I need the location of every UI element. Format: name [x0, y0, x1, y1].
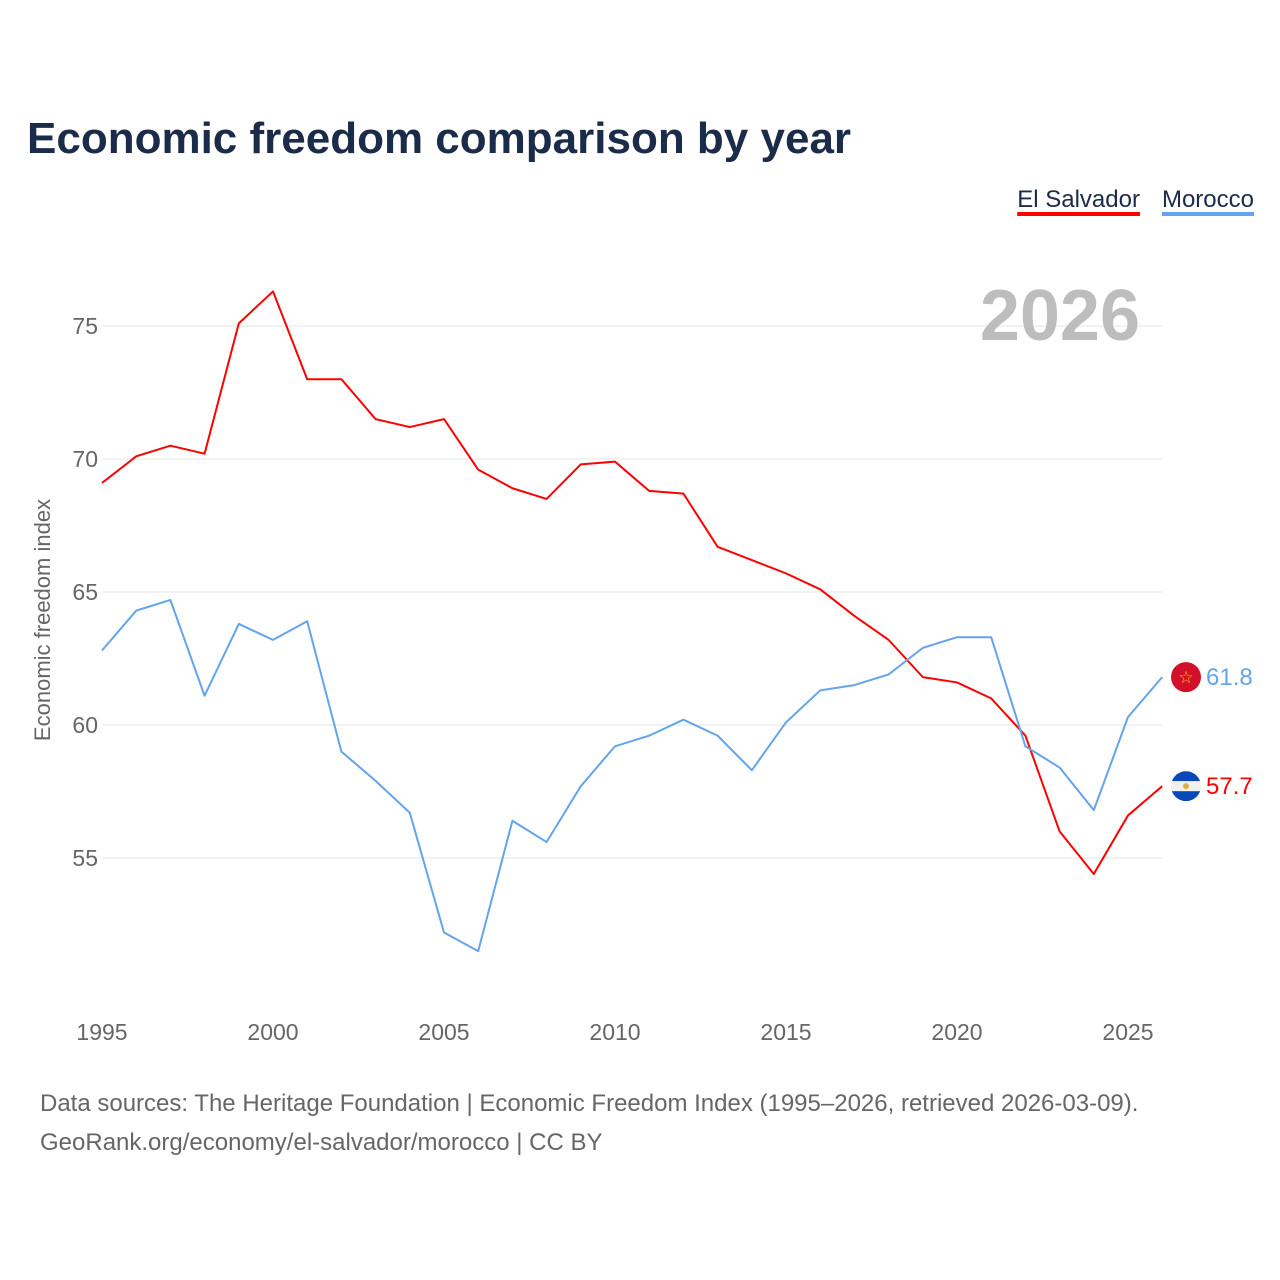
y-tick-label: 75	[72, 313, 98, 339]
chart-title: Economic freedom comparison by year	[27, 114, 851, 163]
y-tick-label: 65	[72, 579, 98, 605]
svg-text:☆: ☆	[1178, 668, 1193, 688]
el-salvador-flag-icon	[1171, 771, 1201, 802]
source-line-1: Data sources: The Heritage Foundation | …	[40, 1090, 1138, 1117]
x-tick-label: 2025	[1102, 1019, 1153, 1045]
x-tick-label: 2010	[589, 1019, 640, 1045]
legend-swatch	[1017, 212, 1140, 216]
legend-swatch	[1161, 212, 1254, 216]
x-tick-label: 2005	[418, 1019, 469, 1045]
grid: 55 60 65 70 75 1995 2000 2005 2010 2015 2020 2025	[72, 313, 1162, 1045]
legend-item-morocco[interactable]: Morocco	[1162, 186, 1254, 213]
series-line-el-salvador	[101, 290, 1163, 875]
x-tick-label: 2020	[931, 1019, 982, 1045]
source-line-2: GeoRank.org/economy/el-salvador/morocco …	[40, 1129, 602, 1156]
legend-item-el-salvador[interactable]: El Salvador	[1017, 186, 1140, 213]
y-tick-label: 70	[72, 446, 98, 472]
y-axis-label: Economic freedom index	[30, 499, 55, 741]
current-year-label: 2026	[980, 276, 1140, 356]
x-tick-label: 2015	[760, 1019, 811, 1045]
x-tick-label: 1995	[76, 1019, 127, 1045]
series-group: 57.7 ☆ 61.8	[101, 290, 1253, 953]
y-tick-label: 55	[72, 845, 98, 871]
morocco-flag-icon: ☆	[1171, 662, 1201, 693]
y-tick-label: 60	[72, 712, 98, 738]
end-value-label: 57.7	[1206, 773, 1253, 800]
series-line-morocco	[101, 598, 1163, 953]
legend: Morocco El Salvador	[1017, 186, 1254, 216]
x-tick-label: 2000	[247, 1019, 298, 1045]
end-value-label: 61.8	[1206, 664, 1253, 691]
